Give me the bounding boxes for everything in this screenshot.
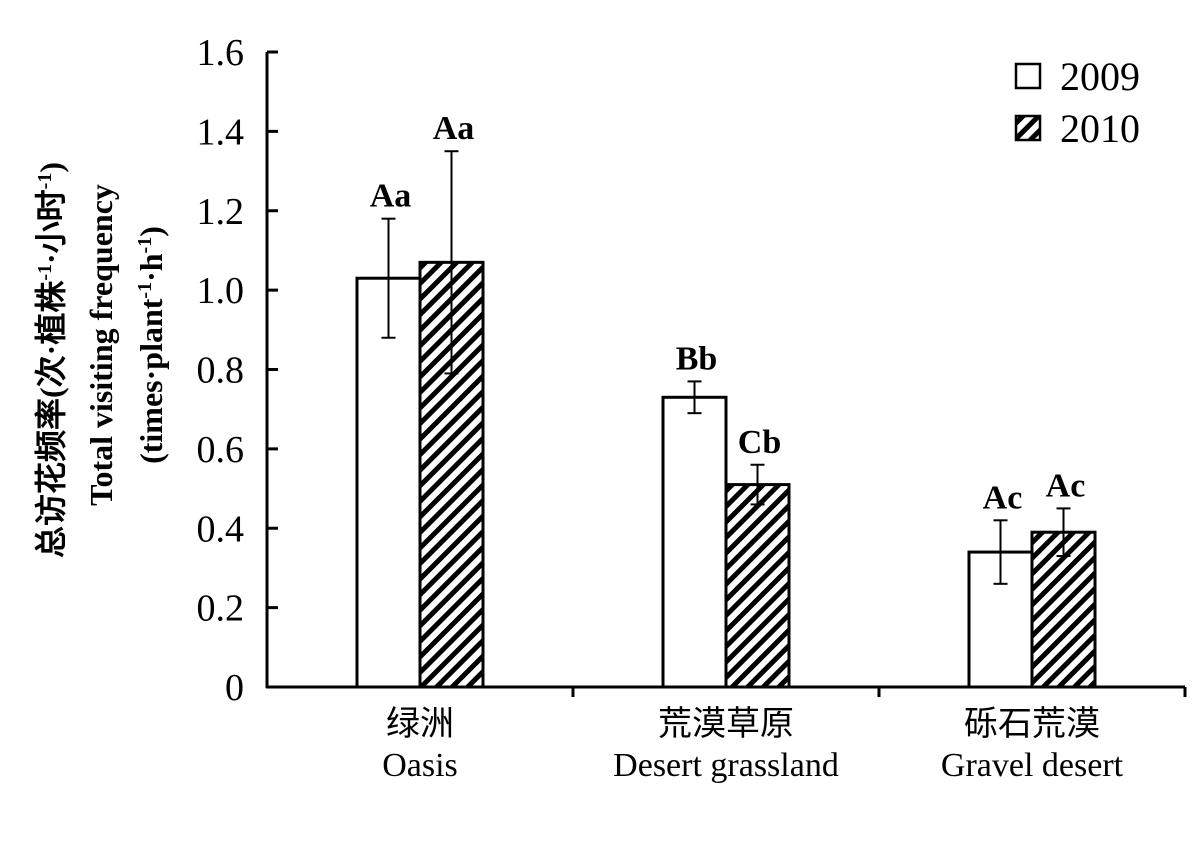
y-axis-title-en: Total visiting frequency [83, 184, 119, 506]
bar-2009-1 [661, 395, 728, 689]
category-label-zh: 砾石荒漠 [964, 705, 1100, 743]
category-label-en: Desert grassland [613, 747, 839, 784]
category-label-en: Gravel desert [941, 747, 1124, 784]
legend: 2009 2010 [1014, 54, 1140, 151]
bar-2009-0 [355, 276, 422, 689]
legend-label-2009: 2009 [1060, 54, 1140, 99]
y-tick-label: 1.4 [197, 111, 245, 153]
significance-label: Ac [1046, 467, 1086, 504]
y-tick-label: 0.8 [197, 350, 245, 392]
y-tick-label: 0 [225, 667, 244, 709]
significance-label: Ac [983, 479, 1023, 516]
category-label-zh: 绿洲 [386, 705, 454, 743]
legend-swatch-2010 [1014, 114, 1042, 142]
legend-swatch-2009 [1014, 62, 1042, 90]
y-tick-label: 0.2 [197, 588, 245, 630]
legend-label-2010: 2010 [1060, 106, 1140, 151]
bars: Aa Aa Bb Cb Ac Ac [355, 110, 1097, 689]
y-tick-label: 0.4 [197, 508, 245, 550]
y-axis-title-zh: 总访花频率(次·植株-1·小时-1) [33, 162, 69, 558]
y-axis-ticks: 0 0.2 0.4 0.6 0.8 1.0 1.2 1.4 1.6 [197, 32, 278, 709]
bar-2010-1 [724, 483, 791, 689]
y-tick-label: 0.6 [197, 429, 245, 471]
y-axis-title-unit: (times·plant-1·h-1) [133, 226, 169, 464]
y-tick-label: 1.0 [197, 270, 245, 312]
significance-label: Aa [370, 178, 412, 215]
y-tick-label: 1.6 [197, 32, 245, 74]
category-label-en: Oasis [382, 747, 458, 784]
category-label-zh: 荒漠草原 [658, 705, 794, 743]
y-tick-label: 1.2 [197, 191, 245, 233]
x-axis-labels: 绿洲 Oasis 荒漠草原 Desert grassland 砾石荒漠 Gravel de… [382, 705, 1123, 784]
bar-2010-2 [1030, 530, 1097, 689]
y-axis-title: 总访花频率(次·植株-1·小时-1) Total visiting freque… [33, 162, 169, 558]
significance-label: Aa [433, 110, 475, 147]
significance-label: Cb [738, 424, 781, 461]
significance-label: Bb [676, 340, 718, 377]
